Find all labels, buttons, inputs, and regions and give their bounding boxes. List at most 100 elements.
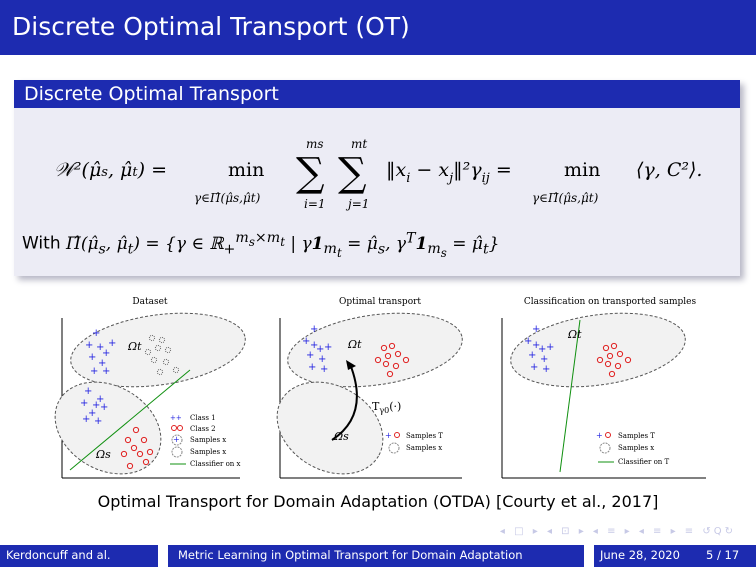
panel-title-transport: Optimal transport: [339, 297, 421, 307]
svg-text:+: +: [596, 431, 603, 440]
class2-sample: [156, 368, 164, 376]
class2-sample: [150, 356, 158, 364]
class2-sample: [384, 352, 392, 360]
svg-text:∑: ∑: [296, 150, 325, 196]
slide-title: Discrete Optimal Transport (OT): [0, 0, 756, 55]
class1-sample: +: [308, 362, 316, 373]
svg-text:+: +: [173, 435, 180, 444]
legend-class-1: Class 1: [190, 414, 216, 422]
legend-transported-samples-3: Samples T: [618, 432, 655, 440]
class1-sample: +: [98, 358, 106, 369]
class1-sample: +: [310, 340, 318, 351]
class2-sample: [602, 344, 610, 352]
svg-text:∑: ∑: [338, 150, 367, 196]
class1-sample: +: [84, 386, 92, 397]
svg-text:γ∈Π̂(μ̂s,μ̂t): γ∈Π̂(μ̂s,μ̂t): [194, 191, 261, 205]
class1-sample: +: [94, 416, 102, 427]
svg-text:𝒲²(μ̂s, μ̂t) =: 𝒲²(μ̂s, μ̂t) =: [54, 159, 167, 181]
class2-sample: [136, 450, 144, 458]
class2-sample: [172, 366, 180, 374]
class1-sample: +: [530, 362, 538, 373]
definition-block: Discrete Optimal Transport 𝒲²(μ̂s, μ̂t) …: [14, 80, 740, 276]
legend-classifier-source: Classifier on x: [190, 460, 241, 468]
class1-sample: +: [320, 364, 328, 375]
class1-sample: +: [318, 354, 326, 365]
class2-sample: [624, 356, 632, 364]
svg-text:Tγ0(·): Tγ0(·): [372, 400, 401, 415]
legend-classification: + Samples T Samples x Classifier on T: [596, 431, 670, 466]
class2-sample: [388, 342, 396, 350]
class1-sample: +: [96, 342, 104, 353]
svg-text:Ωs: Ωs: [95, 448, 111, 461]
footer-bar: Kerdoncuff and al. Metric Learning in Op…: [0, 545, 756, 567]
class1-sample: +: [92, 400, 100, 411]
svg-text:min: min: [564, 159, 600, 181]
svg-text:i=1: i=1: [304, 197, 326, 211]
class1-sample: +: [524, 336, 532, 347]
class1-sample: +: [306, 350, 314, 361]
class2-sample: [132, 426, 140, 434]
with-prefix: With: [22, 233, 67, 254]
panel-title-dataset: Dataset: [132, 297, 168, 307]
legend-transport: + Samples T Samples x: [385, 431, 443, 454]
class2-sample: [130, 444, 138, 452]
svg-text:Ωt: Ωt: [347, 338, 362, 351]
class1-sample: +: [88, 408, 96, 419]
footer-talk-title: Metric Learning in Optimal Transport for…: [178, 548, 523, 562]
class2-sample: [154, 344, 162, 352]
legend-samples-target: Samples x: [190, 448, 226, 456]
class2-sample: [142, 458, 150, 466]
ot-equation: 𝒲²(μ̂s, μ̂t) = min γ∈Π̂(μ̂s,μ̂t) ∑ ∑ ms …: [14, 130, 740, 230]
class1-sample: +: [100, 402, 108, 413]
block-title: Discrete Optimal Transport: [14, 80, 740, 108]
class2-sample: [394, 350, 402, 358]
class2-sample: [616, 350, 624, 358]
svg-text:Ωt: Ωt: [567, 328, 582, 341]
svg-text:j=1: j=1: [345, 197, 369, 211]
class1-sample: +: [542, 364, 550, 375]
class1-sample: +: [302, 336, 310, 347]
panel-transport: Optimal transport Ωt Ωs Tγ0(·) ++ +++ +++ +: [276, 297, 463, 479]
class2-sample: [148, 334, 156, 342]
svg-text:+: +: [385, 431, 392, 440]
class2-sample: [382, 360, 390, 368]
class2-sample: [392, 362, 400, 370]
otda-figure: Dataset Ωt Ωs ++ ++++++ +++ +++++ + Optimal …: [54, 297, 706, 479]
class1-sample: +: [532, 340, 540, 351]
footer-page-number: 5 / 17: [706, 548, 740, 562]
svg-text:min: min: [228, 159, 264, 181]
legend-target-samples: Samples x: [406, 444, 442, 452]
class2-sample: [380, 344, 388, 352]
panel-title-classification: Classification on transported samples: [524, 297, 697, 307]
class1-sample: +: [324, 342, 332, 353]
beamer-nav-symbols[interactable]: ◂ □ ▸ ◂ ⊡ ▸ ◂ ≡ ▸ ◂ ≡ ▸ ≡ ↺Q↻: [499, 526, 736, 537]
class1-sample: +: [316, 344, 324, 355]
svg-text:ms: ms: [306, 137, 324, 151]
class1-sample: +: [82, 414, 90, 425]
class2-sample: [374, 356, 382, 364]
class2-sample: [162, 358, 170, 366]
svg-text:Ωs: Ωs: [333, 430, 349, 443]
class1-sample: +: [88, 352, 96, 363]
class2-sample: [124, 436, 132, 444]
legend-class-2: Class 2: [190, 425, 216, 433]
class1-sample: +: [80, 398, 88, 409]
footer-date: June 28, 2020: [600, 548, 680, 562]
panel-dataset: Dataset Ωt Ωs ++ ++++++ +++ +++++ +: [54, 297, 246, 479]
constraint-formula: Π̂(μ̂s, μ̂t) = {γ ∈ ℝ+ms×mt | γ1mt = μ̂s…: [66, 230, 500, 260]
figure-caption: Optimal Transport for Domain Adaptation …: [97, 492, 659, 511]
class2-sample: [402, 356, 410, 364]
class2-sample: [146, 448, 154, 456]
class2-sample: [120, 450, 128, 458]
svg-text:⟨γ, C²⟩.: ⟨γ, C²⟩.: [636, 159, 702, 181]
class2-sample: [158, 336, 166, 344]
class1-sample: +: [538, 344, 546, 355]
class1-sample: +: [546, 342, 554, 353]
class1-sample: +: [108, 338, 116, 349]
svg-text:Ωt: Ωt: [127, 340, 142, 353]
svg-text:++: ++: [170, 414, 182, 422]
class1-sample: +: [96, 394, 104, 405]
class2-sample: [606, 352, 614, 360]
panel-classification: Classification on transported samples Ωt…: [501, 297, 706, 479]
constraint-line: With Π̂(μ̂s, μ̂t) = {γ ∈ ℝ+ms×mt | γ1mt …: [22, 230, 499, 260]
